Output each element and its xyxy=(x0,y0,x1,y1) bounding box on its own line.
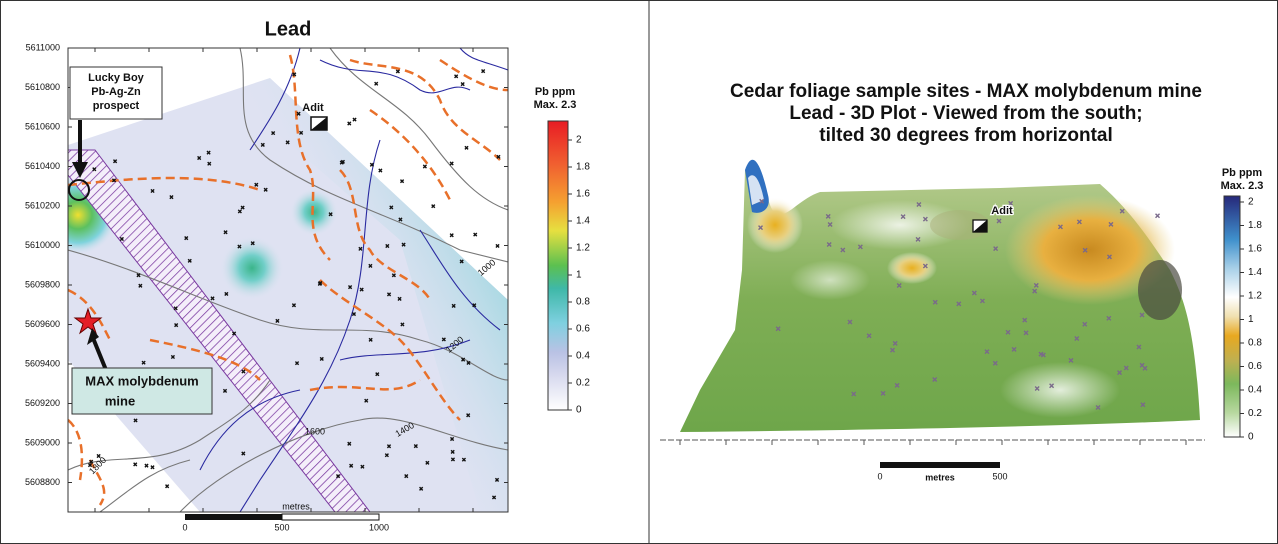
sample-site xyxy=(145,464,148,467)
scale-bar xyxy=(880,462,1000,468)
scale-bar xyxy=(185,514,282,520)
sample-site xyxy=(496,244,499,247)
sample-site xyxy=(474,233,477,236)
scale-unit: metres xyxy=(925,472,955,482)
sample-site xyxy=(482,69,485,72)
callout-text: Lucky Boy xyxy=(88,72,145,84)
legend-title: Pb ppm xyxy=(535,86,576,98)
y-axis-label: 5610200 xyxy=(25,200,60,210)
y-axis-label: 5608800 xyxy=(25,477,60,487)
y-axis-label: 5609800 xyxy=(25,279,60,289)
y-axis-label: 5609200 xyxy=(25,398,60,408)
figure: Lead xyxy=(0,0,1278,544)
surface-3d xyxy=(680,160,1200,432)
y-axis-label: 5610800 xyxy=(25,82,60,92)
panel-title: Cedar foliage sample sites - MAX molybde… xyxy=(730,81,1202,102)
y-axis-label: 5610400 xyxy=(25,161,60,171)
legend-tick-label: 0.8 xyxy=(1248,338,1262,349)
scale-bar xyxy=(282,514,379,520)
sample-site xyxy=(348,122,351,125)
legend-tick-label: 0.4 xyxy=(1248,385,1262,396)
sample-site xyxy=(450,234,453,237)
contour-label: 1000 xyxy=(476,257,498,278)
colorbar xyxy=(548,121,568,410)
contour-label: 1600 xyxy=(305,426,325,436)
y-axis-label: 5610000 xyxy=(25,240,60,250)
legend-tick-label: 1 xyxy=(576,270,582,281)
legend-tick-label: 0.6 xyxy=(1248,361,1262,372)
scale-tick-label: 0 xyxy=(877,471,882,481)
sample-site xyxy=(432,205,435,208)
callout-text: prospect xyxy=(93,100,140,112)
adit-label: Adit xyxy=(991,205,1013,217)
panel-title: tilted 30 degrees from horizontal xyxy=(819,125,1113,146)
callout-text: Pb-Ag-Zn xyxy=(91,86,141,98)
sample-site xyxy=(396,70,399,73)
sample-site xyxy=(375,82,378,85)
scale-tick-label: 500 xyxy=(274,522,289,532)
legend-tick-label: 1.4 xyxy=(1248,267,1262,278)
legend-tick-label: 2 xyxy=(576,135,582,146)
legend-tick-label: 0.2 xyxy=(1248,408,1262,419)
sample-site xyxy=(379,169,382,172)
scale-tick-label: 500 xyxy=(992,471,1007,481)
y-axis-label: 5611000 xyxy=(26,42,60,52)
callout-text: mine xyxy=(105,393,135,408)
callout-text: MAX molybdenum xyxy=(85,373,198,388)
sample-site xyxy=(423,165,426,168)
map-title: Lead xyxy=(265,18,312,40)
legend-title: Pb ppm xyxy=(1222,167,1263,179)
legend-tick-label: 2 xyxy=(1248,197,1254,208)
legend-title: Max. 2.3 xyxy=(534,99,577,111)
legend-tick-label: 0.2 xyxy=(576,378,590,389)
legend-tick-label: 1.8 xyxy=(1248,220,1262,231)
scale-unit: metres xyxy=(282,501,310,511)
sample-site xyxy=(400,180,403,183)
legend-tick-label: 0.8 xyxy=(576,297,590,308)
legend-tick-label: 0.6 xyxy=(576,324,590,335)
sample-site xyxy=(151,466,154,469)
legend-title: Max. 2.3 xyxy=(1221,180,1264,192)
sample-site xyxy=(450,162,453,165)
panel-title: Lead - 3D Plot - Viewed from the south; xyxy=(789,103,1142,124)
legend-tick-label: 1.2 xyxy=(576,243,590,254)
sample-site xyxy=(134,463,137,466)
scale-tick-label: 0 xyxy=(182,522,187,532)
sample-site xyxy=(455,75,458,78)
legend-tick-label: 1.8 xyxy=(576,162,590,173)
sample-site xyxy=(465,146,468,149)
y-axis-label: 5610600 xyxy=(25,121,60,131)
legend-tick-label: 1.4 xyxy=(576,216,590,227)
y-axis-label: 5609000 xyxy=(25,437,60,447)
adit-label: Adit xyxy=(302,102,324,114)
legend-tick-label: 0 xyxy=(1248,432,1254,443)
legend-tick-label: 1 xyxy=(1248,314,1254,325)
y-axis-label: 5609400 xyxy=(25,358,60,368)
sample-site xyxy=(461,83,464,86)
colorbar xyxy=(1224,196,1240,437)
legend-tick-label: 1.6 xyxy=(576,189,590,200)
legend-tick-label: 1.6 xyxy=(1248,244,1262,255)
scale-tick-label: 1000 xyxy=(369,522,389,532)
y-axis-label: 5609600 xyxy=(25,319,60,329)
legend-tick-label: 0 xyxy=(576,405,582,416)
legend-tick-label: 1.2 xyxy=(1248,291,1262,302)
sample-site xyxy=(353,118,356,121)
legend-tick-label: 0.4 xyxy=(576,351,590,362)
sample-site xyxy=(166,485,169,488)
